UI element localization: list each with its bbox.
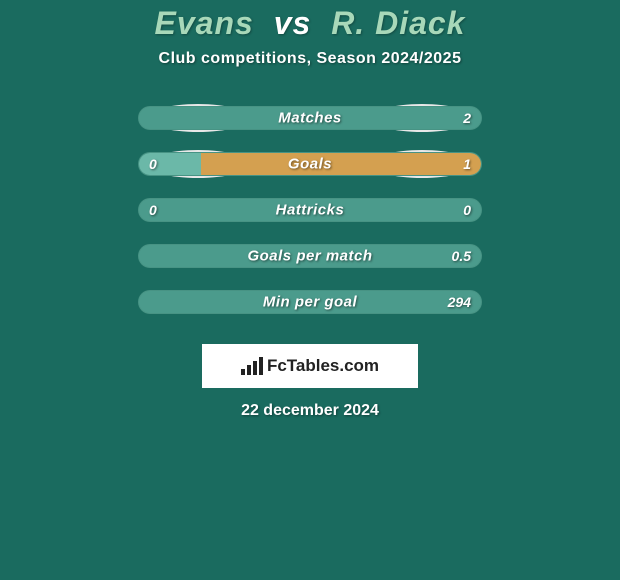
stat-label: Goals: [139, 156, 481, 173]
logo-text: FcTables.com: [241, 356, 379, 376]
player1-name: Evans: [155, 5, 254, 41]
page-title: Evans vs R. Diack: [155, 5, 466, 42]
stat-label: Min per goal: [139, 294, 481, 311]
stat-bar: Min per goal294: [138, 290, 482, 314]
stat-label: Hattricks: [139, 202, 481, 219]
stat-bar: Goals per match0.5: [138, 244, 482, 268]
stat-value-right: 294: [448, 294, 471, 310]
stat-row: Hattricks0 0: [138, 198, 482, 222]
stat-value-right: 1: [463, 156, 471, 172]
stat-value-left: 0: [149, 202, 157, 218]
comparison-card: Evans vs R. Diack Club competitions, Sea…: [0, 0, 620, 580]
stat-value-right: 2: [463, 110, 471, 126]
stat-bar: Matches2: [138, 106, 482, 130]
chart-icon: [241, 357, 263, 375]
player2-name: R. Diack: [331, 5, 465, 41]
date-text: 22 december 2024: [241, 402, 379, 420]
subtitle: Club competitions, Season 2024/2025: [159, 50, 462, 68]
stats-rows: Matches2Goals01Hattricks00Goals per matc…: [138, 106, 482, 336]
stat-row: Matches2: [138, 106, 482, 130]
stat-bar: Hattricks0 0: [138, 198, 482, 222]
stat-label: Goals per match: [139, 248, 481, 265]
logo-label: FcTables.com: [267, 356, 379, 376]
stat-bar: Goals0 1: [138, 152, 482, 176]
logo-box: FcTables.com: [202, 344, 418, 388]
stat-label: Matches: [139, 110, 481, 127]
stat-value-right: 0.5: [452, 248, 471, 264]
stat-row: Goals per match0.5: [138, 244, 482, 268]
stat-row: Min per goal294: [138, 290, 482, 314]
stat-value-right: 0: [463, 202, 471, 218]
stat-row: Goals0 1: [138, 152, 482, 176]
vs-text: vs: [274, 5, 312, 41]
stat-value-left: 0: [149, 156, 157, 172]
